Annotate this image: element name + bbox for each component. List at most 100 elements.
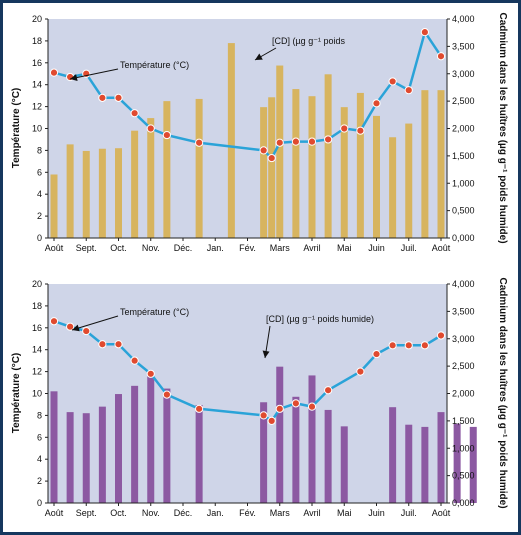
cadmium-bar [163,101,171,238]
y-tick-label: 18 [32,301,42,311]
y-axis-title: Température (°C) [11,88,22,169]
y-tick-label: 16 [32,58,42,68]
x-tick-label: Sept. [76,243,97,253]
cadmium-bar [131,385,139,503]
cadmium-bar [195,98,203,238]
cadmium-bar [276,366,284,503]
temperature-point [307,137,317,146]
cadmium-bar [163,388,171,503]
y-tick-label: 20 [32,279,42,289]
x-tick-label: Mai [337,508,352,518]
y2-tick-label: 0,500 [452,206,475,216]
x-tick-label: Juil. [401,508,417,518]
y2-tick-label: 3,500 [452,306,475,316]
y-tick-label: 14 [32,345,42,355]
cadmium-bar [147,373,155,503]
x-tick-label: Mars [270,508,290,518]
cadmium-bar [131,130,139,238]
cadmium-bar [195,404,203,503]
temperature-point [114,93,123,102]
chart-1: 0 2 4 6 8 10 12 14 16 18 20 0,000 0,500 1,000 1,500 2,0… [11,12,508,253]
temperature-point [195,138,204,147]
cadmium-bar [453,423,461,503]
temperature-point [49,68,59,77]
temperature-point [162,130,171,140]
temperature-annotation: Température (°C) [120,307,189,317]
x-tick-label: Juil. [401,243,417,253]
temperature-point [146,369,155,378]
x-tick-label: Déc. [174,243,193,253]
temperature-point [388,77,397,86]
y2-tick-label: 4,000 [452,279,475,289]
cadmium-bar [276,65,284,238]
y-tick-label: 2 [37,476,42,486]
y2-tick-label: 3,500 [452,41,475,51]
cadmium-bar [260,107,268,239]
x-tick-label: Oct. [110,243,127,253]
y2-axis-title: Cadmium dans les huîtres (µg g⁻¹ poids h… [497,12,508,243]
cadmium-bar [405,424,413,503]
cadmium-bar [437,90,445,238]
temperature-arrow-head [70,74,78,81]
cadmium-bar [405,123,413,238]
x-tick-label: Mai [337,243,352,253]
x-tick-label: Nov. [142,508,160,518]
cadmium-bar [437,412,445,503]
cadmium-bar [82,150,90,238]
x-tick-label: Avril [303,243,320,253]
cadmium-annotation: [CD] (µg g⁻¹ poids [272,36,345,46]
cadmium-bar [260,402,268,503]
y-tick-label: 12 [32,367,42,377]
x-tick-label: Mars [270,243,290,253]
x-tick-label: Fév. [239,243,256,253]
temperature-point [420,341,429,350]
cadmium-bar [147,118,155,238]
cadmium-bar [50,391,58,503]
temperature-point [162,390,171,399]
y2-tick-label: 3,000 [452,334,475,344]
y-tick-label: 14 [32,80,42,90]
cadmium-bar [292,89,300,238]
x-tick-label: Nov. [142,243,160,253]
y-tick-label: 0 [37,498,42,508]
plot-area [48,284,447,503]
temperature-line [53,30,443,160]
temperature-point [436,52,446,61]
y2-tick-label: 0,000 [452,498,475,508]
cadmium-bar [115,394,122,503]
temperature-point [275,138,284,147]
cadmium-arrow-head [262,350,270,358]
x-tick-label: Sept. [76,508,97,518]
y2-tick-label: 1,500 [452,151,475,161]
cadmium-bar [373,115,380,238]
temperature-point [195,404,204,413]
y-tick-label: 4 [37,454,42,464]
temperature-point [146,124,155,133]
cadmium-bar [308,375,316,503]
y-tick-label: 2 [37,211,42,221]
y2-tick-label: 1,000 [452,178,475,188]
y2-tick-label: 2,500 [452,361,475,371]
y-tick-label: 18 [32,36,42,46]
y-tick-label: 8 [37,410,42,420]
chart-2: 0 2 4 6 8 10 12 14 16 18 20 0,000 0,500 1,000 1,500 2,0… [11,277,508,518]
x-tick-label: Oct. [110,508,127,518]
temperature-point [114,340,123,349]
temperature-point [82,326,91,336]
temperature-point [291,137,300,146]
y-tick-label: 6 [37,432,42,442]
x-tick-label: Avril [303,508,320,518]
temperature-annotation-arrow [69,68,119,80]
temperature-point [436,331,446,340]
temperature-point [372,99,381,108]
temperature-point [420,28,429,37]
y-tick-label: 10 [32,389,42,399]
cadmium-bar [308,96,316,238]
cadmium-bar [324,74,332,238]
temperature-point [307,402,317,411]
cadmium-bar [227,43,235,239]
cadmium-bar [66,412,74,503]
cadmium-bar [82,413,90,503]
y2-axis-title: Cadmium dans les huîtres (µg g⁻¹ poids h… [497,277,508,508]
cadmium-bar [324,409,332,503]
